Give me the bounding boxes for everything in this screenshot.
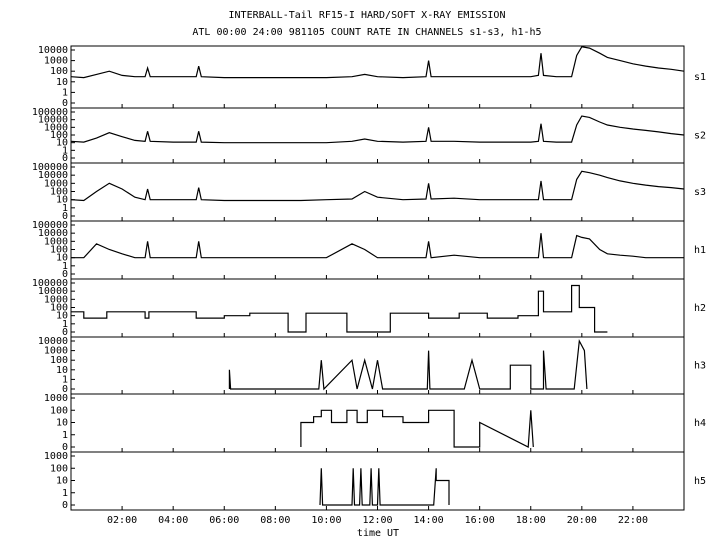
y-tick-label: 100000 <box>32 220 68 231</box>
y-tick-label: 10000 <box>38 170 68 181</box>
x-tick-label: 18:00 <box>516 515 546 526</box>
x-tick-label: 22:00 <box>618 515 648 526</box>
y-tick-label: 100 <box>50 405 68 416</box>
y-tick-label: 100000 <box>32 278 68 289</box>
y-tick-label: 1000 <box>44 346 68 357</box>
y-tick-label: 10000 <box>38 45 68 56</box>
chart-subtitle: ATL 00:00 24:00 981105 COUNT RATE IN CHA… <box>192 27 541 38</box>
y-tick-label: 100 <box>50 303 68 314</box>
y-tick-label: 100 <box>50 66 68 77</box>
y-tick-label: 100 <box>50 187 68 198</box>
y-tick-label: 10000 <box>38 286 68 297</box>
chart-title: INTERBALL-Tail RF15-I HARD/SOFT X-RAY EM… <box>229 10 506 21</box>
y-tick-label: 1 <box>62 488 68 499</box>
y-tick-label: 10 <box>56 476 68 487</box>
y-tick-label: 1000 <box>44 236 68 247</box>
y-tick-label: 0 <box>62 98 68 109</box>
y-tick-label: 10 <box>56 195 68 206</box>
series-line <box>319 468 450 506</box>
channel-label: s1 <box>694 72 706 83</box>
channel-label: h2 <box>694 303 706 314</box>
x-tick-label: 04:00 <box>158 515 188 526</box>
series-line <box>70 170 685 202</box>
y-tick-label: 1 <box>62 261 68 272</box>
y-tick-label: 1 <box>62 319 68 330</box>
y-tick-label: 0 <box>62 327 68 338</box>
channel-label: h1 <box>694 245 706 256</box>
channel-label: s2 <box>694 131 706 142</box>
x-tick-label: 12:00 <box>362 515 392 526</box>
y-tick-label: 1000 <box>44 178 68 189</box>
y-tick-label: 10 <box>56 311 68 322</box>
x-tick-label: 16:00 <box>465 515 495 526</box>
y-tick-label: 100 <box>50 463 68 474</box>
y-tick-label: 100000 <box>32 162 68 173</box>
x-axis-label: time UT <box>357 528 399 539</box>
series-line <box>70 115 685 144</box>
x-tick-label: 10:00 <box>311 515 341 526</box>
y-tick-label: 10000 <box>38 336 68 347</box>
y-tick-label: 10 <box>56 418 68 429</box>
x-tick-label: 20:00 <box>567 515 597 526</box>
series-line <box>228 338 588 391</box>
y-tick-label: 100 <box>50 355 68 366</box>
y-tick-label: 10 <box>56 253 68 264</box>
y-tick-label: 10 <box>56 138 68 149</box>
y-tick-label: 10 <box>56 77 68 88</box>
y-tick-label: 1 <box>62 145 68 156</box>
channel-label: h5 <box>694 476 706 487</box>
y-tick-label: 1000 <box>44 393 68 404</box>
series-line <box>71 284 608 333</box>
y-tick-label: 100 <box>50 245 68 256</box>
x-tick-label: 06:00 <box>209 515 239 526</box>
y-tick-label: 1000 <box>44 294 68 305</box>
series-line <box>70 46 685 79</box>
y-tick-label: 10000 <box>38 228 68 239</box>
y-tick-label: 10 <box>56 365 68 376</box>
x-tick-label: 08:00 <box>260 515 290 526</box>
y-tick-label: 1 <box>62 430 68 441</box>
channel-label: h3 <box>694 361 706 372</box>
x-tick-label: 02:00 <box>107 515 137 526</box>
y-tick-label: 0 <box>62 153 68 164</box>
y-tick-label: 100000 <box>32 107 68 118</box>
y-tick-label: 10000 <box>38 115 68 126</box>
y-tick-label: 0 <box>62 500 68 511</box>
y-tick-label: 0 <box>62 384 68 395</box>
y-tick-label: 0 <box>62 269 68 280</box>
y-tick-label: 1000 <box>44 451 68 462</box>
y-tick-label: 1000 <box>44 122 68 133</box>
y-tick-label: 1 <box>62 87 68 98</box>
y-tick-label: 0 <box>62 442 68 453</box>
channel-label: s3 <box>694 187 706 198</box>
y-tick-label: 1 <box>62 374 68 385</box>
series-line <box>300 409 534 448</box>
x-tick-label: 14:00 <box>414 515 444 526</box>
y-tick-label: 1000 <box>44 56 68 67</box>
y-tick-label: 1 <box>62 203 68 214</box>
y-tick-label: 100 <box>50 130 68 141</box>
channel-label: h4 <box>694 418 706 429</box>
y-tick-label: 0 <box>62 211 68 222</box>
series-line <box>71 233 684 259</box>
